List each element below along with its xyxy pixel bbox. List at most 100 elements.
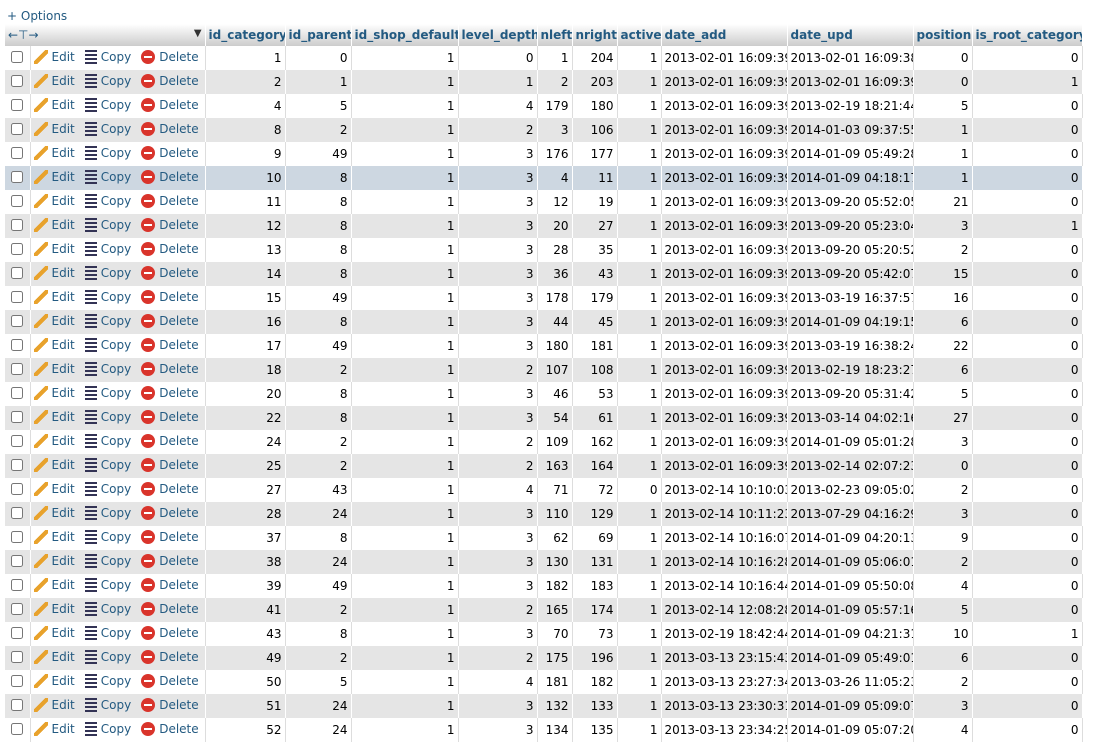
edit-link[interactable]: Edit [33,217,75,232]
copy-link[interactable]: Copy [84,361,131,376]
delete-link[interactable]: Delete [141,169,199,184]
column-header[interactable]: nleft [537,24,573,46]
row-checkbox[interactable] [11,458,24,471]
copy-link[interactable]: Copy [84,337,131,352]
row-checkbox[interactable] [11,698,24,711]
row-checkbox[interactable] [11,554,24,567]
delete-link[interactable]: Delete [141,577,199,592]
edit-link[interactable]: Edit [33,193,75,208]
delete-link[interactable]: Delete [141,409,199,424]
delete-link[interactable]: Delete [141,553,199,568]
row-checkbox[interactable] [11,146,24,159]
edit-link[interactable]: Edit [33,505,75,520]
copy-link[interactable]: Copy [84,457,131,472]
copy-link[interactable]: Copy [84,169,131,184]
copy-link[interactable]: Copy [84,73,131,88]
row-checkbox[interactable] [11,674,24,687]
delete-link[interactable]: Delete [141,649,199,664]
copy-link[interactable]: Copy [84,577,131,592]
delete-link[interactable]: Delete [141,337,199,352]
delete-link[interactable]: Delete [141,457,199,472]
row-checkbox[interactable] [11,626,24,639]
delete-link[interactable]: Delete [141,73,199,88]
edit-link[interactable]: Edit [33,409,75,424]
delete-link[interactable]: Delete [141,361,199,376]
row-checkbox[interactable] [11,578,24,591]
row-checkbox[interactable] [11,362,24,375]
row-checkbox[interactable] [11,602,24,615]
delete-link[interactable]: Delete [141,241,199,256]
row-checkbox[interactable] [11,194,24,207]
copy-link[interactable]: Copy [84,481,131,496]
row-checkbox[interactable] [11,242,24,255]
copy-link[interactable]: Copy [84,649,131,664]
row-checkbox[interactable] [11,170,24,183]
row-checkbox[interactable] [11,410,24,423]
copy-link[interactable]: Copy [84,529,131,544]
column-header[interactable]: id_shop_default [351,24,459,46]
delete-link[interactable]: Delete [141,529,199,544]
delete-link[interactable]: Delete [141,145,199,160]
delete-link[interactable]: Delete [141,601,199,616]
edit-link[interactable]: Edit [33,673,75,688]
copy-link[interactable]: Copy [84,625,131,640]
copy-link[interactable]: Copy [84,673,131,688]
edit-link[interactable]: Edit [33,601,75,616]
column-header[interactable]: is_root_category [972,24,1083,46]
delete-link[interactable]: Delete [141,49,199,64]
copy-link[interactable]: Copy [84,121,131,136]
edit-link[interactable]: Edit [33,169,75,184]
row-checkbox[interactable] [11,386,24,399]
row-checkbox[interactable] [11,50,24,63]
edit-link[interactable]: Edit [33,289,75,304]
row-checkbox[interactable] [11,482,24,495]
row-checkbox[interactable] [11,98,24,111]
copy-link[interactable]: Copy [84,97,131,112]
delete-link[interactable]: Delete [141,97,199,112]
column-header[interactable]: active [617,24,662,46]
column-header[interactable]: position [913,24,973,46]
delete-link[interactable]: Delete [141,505,199,520]
row-checkbox[interactable] [11,530,24,543]
row-checkbox[interactable] [11,434,24,447]
delete-link[interactable]: Delete [141,697,199,712]
copy-link[interactable]: Copy [84,49,131,64]
edit-link[interactable]: Edit [33,73,75,88]
options-link[interactable]: + Options [7,9,68,23]
row-checkbox[interactable] [11,722,24,735]
column-header[interactable]: date_upd [787,24,914,46]
edit-link[interactable]: Edit [33,121,75,136]
edit-link[interactable]: Edit [33,97,75,112]
row-checkbox[interactable] [11,218,24,231]
delete-link[interactable]: Delete [141,721,199,736]
edit-link[interactable]: Edit [33,433,75,448]
column-header[interactable]: date_add [661,24,788,46]
column-header[interactable]: level_depth [458,24,538,46]
copy-link[interactable]: Copy [84,601,131,616]
delete-link[interactable]: Delete [141,313,199,328]
edit-link[interactable]: Edit [33,529,75,544]
copy-link[interactable]: Copy [84,241,131,256]
copy-link[interactable]: Copy [84,265,131,280]
edit-link[interactable]: Edit [33,313,75,328]
edit-link[interactable]: Edit [33,721,75,736]
edit-link[interactable]: Edit [33,337,75,352]
edit-link[interactable]: Edit [33,49,75,64]
row-checkbox[interactable] [11,74,24,87]
delete-link[interactable]: Delete [141,673,199,688]
copy-link[interactable]: Copy [84,409,131,424]
row-checkbox[interactable] [11,266,24,279]
delete-link[interactable]: Delete [141,193,199,208]
copy-link[interactable]: Copy [84,217,131,232]
delete-link[interactable]: Delete [141,265,199,280]
edit-link[interactable]: Edit [33,481,75,496]
delete-link[interactable]: Delete [141,625,199,640]
copy-link[interactable]: Copy [84,313,131,328]
row-checkbox[interactable] [11,338,24,351]
delete-link[interactable]: Delete [141,217,199,232]
row-checkbox[interactable] [11,122,24,135]
column-header[interactable]: id_parent [285,24,352,46]
copy-link[interactable]: Copy [84,697,131,712]
row-checkbox[interactable] [11,314,24,327]
edit-link[interactable]: Edit [33,145,75,160]
